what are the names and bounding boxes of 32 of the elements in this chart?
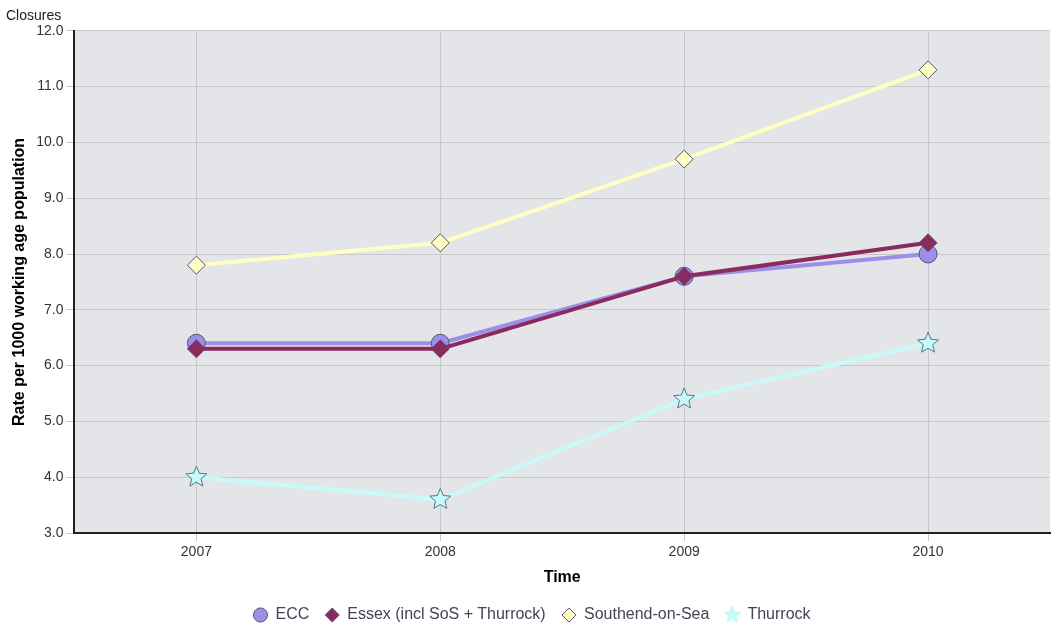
y-tick-label: 8.0 bbox=[43, 244, 64, 261]
x-tick-label: 2010 bbox=[912, 543, 944, 560]
y-tick-label: 5.0 bbox=[43, 412, 64, 429]
x-tick-label: 2007 bbox=[180, 543, 213, 560]
y-tick-label: 4.0 bbox=[43, 468, 64, 485]
x-axis-title: Time bbox=[543, 567, 581, 585]
y-tick-label: 11.0 bbox=[37, 77, 64, 94]
y-tick-label: 10.0 bbox=[36, 133, 64, 150]
point bbox=[674, 149, 694, 169]
chart-title: Closures bbox=[6, 7, 62, 24]
legend-label: ECC bbox=[275, 605, 310, 623]
y-tick-label: 3.0 bbox=[43, 523, 64, 540]
point bbox=[429, 488, 452, 509]
point bbox=[918, 233, 938, 253]
y-tick-label: 12.0 bbox=[36, 21, 64, 38]
point bbox=[918, 60, 938, 80]
x-tick-label: 2009 bbox=[668, 543, 700, 560]
point bbox=[430, 339, 450, 359]
point bbox=[430, 233, 450, 253]
y-axis-title: Rate per 1000 working age population bbox=[10, 137, 28, 426]
legend-label: Essex (incl SoS + Thurrock) bbox=[347, 605, 546, 623]
point bbox=[673, 387, 696, 409]
point bbox=[186, 255, 206, 275]
x-tick-label: 2008 bbox=[424, 543, 457, 560]
point bbox=[186, 339, 206, 359]
y-tick-label: 7.0 bbox=[43, 300, 64, 317]
y-tick-label: 6.0 bbox=[43, 356, 64, 373]
point bbox=[917, 331, 940, 353]
point bbox=[185, 465, 208, 487]
legend-label: Southend-on-Sea bbox=[583, 605, 710, 623]
legend-label: Thurrock bbox=[747, 605, 812, 623]
y-tick-label: 9.0 bbox=[43, 189, 64, 206]
